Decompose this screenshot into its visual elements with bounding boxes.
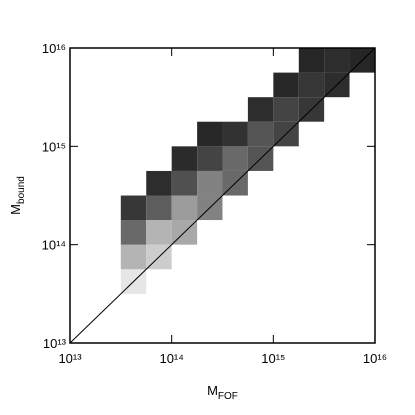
- density-cell: [146, 220, 172, 245]
- x-axis-label-symbol: M: [207, 383, 218, 398]
- density-cell: [197, 121, 223, 147]
- density-cell: [222, 146, 248, 171]
- y-tick-label: 10¹⁶: [42, 41, 66, 56]
- density-cell: [273, 97, 299, 122]
- x-axis-label-subscript: FOF: [218, 391, 238, 402]
- y-axis-label-subscript: bound: [16, 176, 27, 204]
- density-cell: [197, 170, 223, 196]
- x-tick-label: 10¹³: [58, 351, 82, 366]
- density-cell: [146, 170, 172, 196]
- y-axis-label-symbol: M: [8, 204, 23, 215]
- density-cell: [324, 48, 350, 73]
- x-tick-label: 10¹⁵: [261, 351, 285, 366]
- density-cell: [171, 146, 198, 171]
- y-tick-label: 10¹⁴: [42, 238, 66, 253]
- density-cell: [298, 72, 325, 98]
- density-cell: [146, 195, 172, 221]
- density-cell: [120, 244, 147, 270]
- identity-line: [69, 47, 376, 344]
- density-cell: [247, 121, 274, 147]
- x-tick-label: 10¹⁴: [159, 351, 183, 366]
- x-tick-label: 10¹⁶: [363, 351, 387, 366]
- plot-frame: [69, 47, 376, 344]
- density-cell: [171, 170, 198, 196]
- y-tick-label: 10¹⁵: [42, 139, 66, 154]
- density-cell: [222, 121, 248, 147]
- density-cell: [298, 48, 325, 73]
- x-axis-label: MFOF: [207, 383, 238, 402]
- density-cell: [120, 195, 147, 221]
- density-cell: [197, 146, 223, 171]
- y-axis-label: Mbound: [8, 176, 27, 215]
- density-cell: [120, 220, 147, 245]
- density-cell: [247, 97, 274, 122]
- density-cell: [273, 72, 299, 98]
- density-cell: [171, 195, 198, 221]
- y-tick-label: 10¹³: [43, 336, 67, 351]
